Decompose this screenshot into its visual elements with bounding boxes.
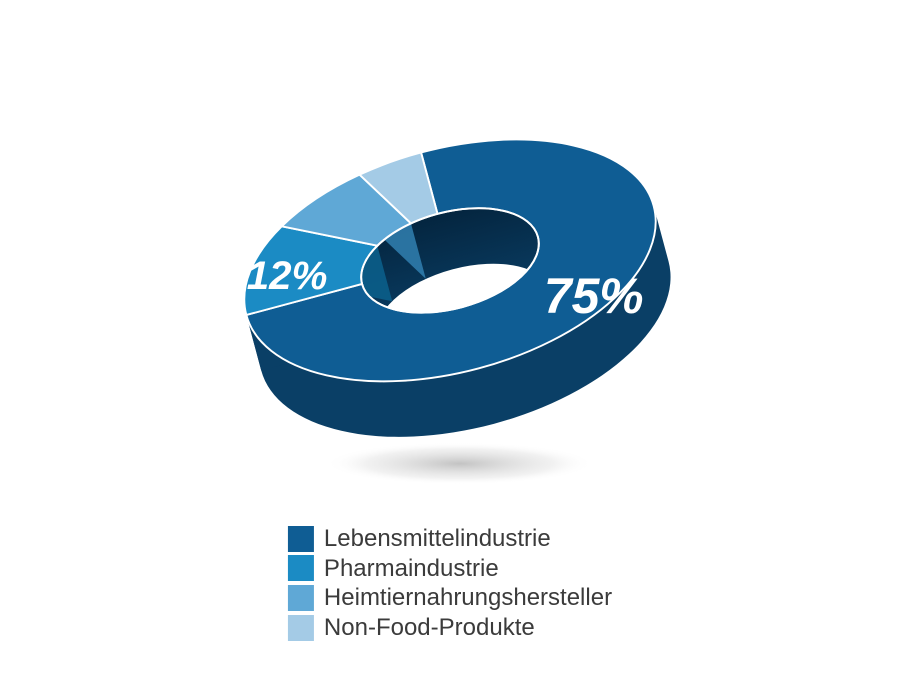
donut-chart: 75% 12% 8% 5% [130,40,770,500]
legend-swatch [288,615,314,641]
legend-label: Heimtiernahrungshersteller [324,584,612,612]
legend-item-food: Lebensmittelindustrie [288,525,612,553]
slice-label-nonfood: 5% [426,69,473,105]
legend-label: Lebensmittelindustrie [324,525,551,553]
legend-item-nonfood: Non-Food-Produkte [288,614,612,642]
donut-svg: 75% 12% 8% 5% [130,40,770,500]
slice-label-pharma: 12% [247,253,328,298]
legend-item-petfood: Heimtiernahrungshersteller [288,584,612,612]
slice-label-petfood: 8% [296,111,346,149]
legend-label: Pharmaindustrie [324,555,499,583]
legend-item-pharma: Pharmaindustrie [288,555,612,583]
chart-stage: 75% 12% 8% 5% Lebensmittelindustrie Phar… [0,0,900,675]
floor-shadow [325,443,593,485]
legend-swatch [288,526,314,552]
legend-swatch [288,585,314,611]
legend-label: Non-Food-Produkte [324,614,535,642]
legend-swatch [288,555,314,581]
slice-label-food: 75% [544,268,644,324]
legend: Lebensmittelindustrie Pharmaindustrie He… [288,525,612,641]
